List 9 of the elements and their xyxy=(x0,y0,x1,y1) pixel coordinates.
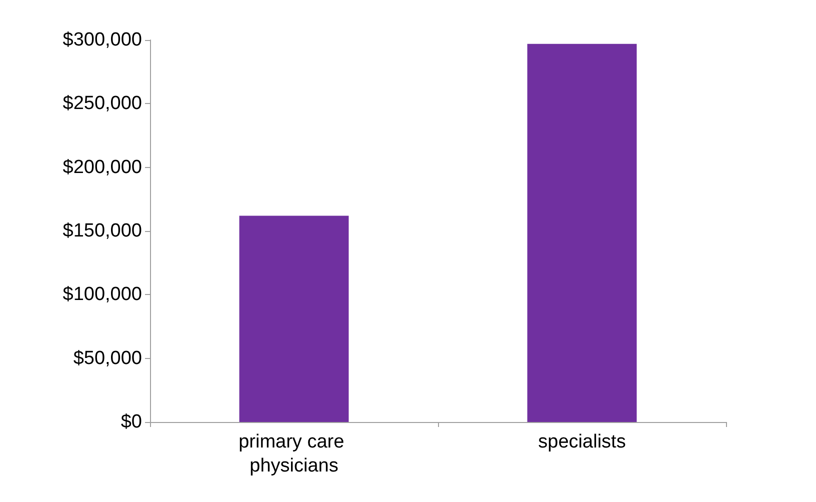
y-tick-label: $0 xyxy=(120,412,142,432)
y-tick-label: $50,000 xyxy=(73,348,142,369)
y-tick-label: $300,000 xyxy=(62,30,142,50)
y-tick-label: $150,000 xyxy=(62,220,142,242)
x-tick-label: primary care physicians xyxy=(238,432,350,476)
y-tick-label: $250,000 xyxy=(62,93,142,114)
y-tick-label: $200,000 xyxy=(62,156,142,178)
y-tick-label: $100,000 xyxy=(62,284,142,306)
x-tick-label: specialists xyxy=(538,432,626,452)
